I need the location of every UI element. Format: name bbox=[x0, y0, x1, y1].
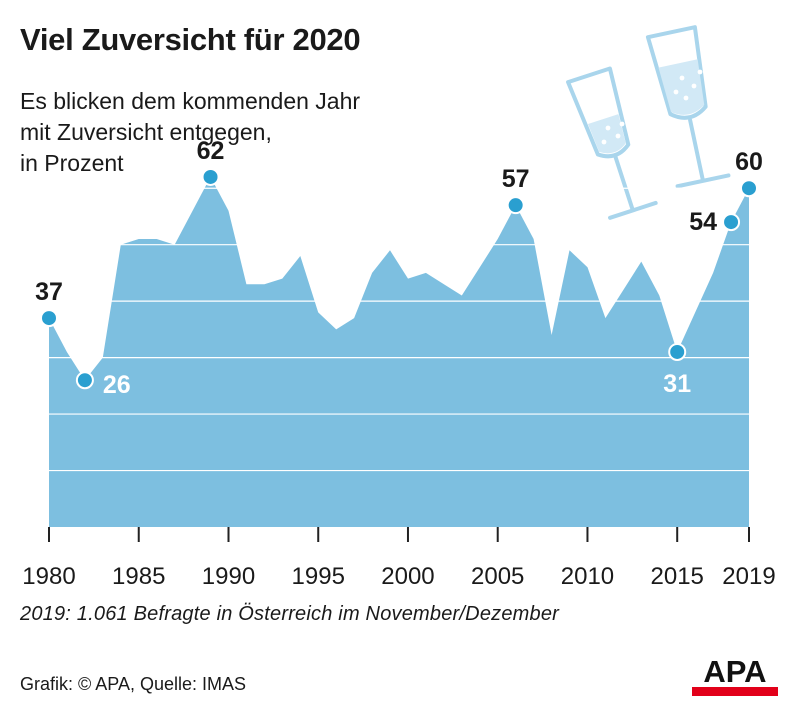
champagne-glasses-icon bbox=[566, 25, 731, 220]
gridlines bbox=[49, 187, 749, 472]
data-label: 31 bbox=[663, 370, 691, 398]
data-label: 62 bbox=[197, 137, 225, 165]
chart-subtitle: Es blicken dem kommenden Jahr mit Zuvers… bbox=[20, 86, 490, 179]
data-point-marker bbox=[40, 309, 58, 328]
apa-logo-text: APA bbox=[703, 654, 766, 689]
x-tick-label: 2005 bbox=[471, 563, 524, 590]
subtitle-line: Es blicken dem kommenden Jahr bbox=[20, 88, 361, 114]
x-tick-label: 2015 bbox=[651, 563, 704, 590]
area-series bbox=[49, 176, 749, 527]
x-tick-label: 2010 bbox=[561, 563, 614, 590]
chart-title: Viel Zuversicht für 2020 bbox=[20, 22, 361, 57]
source-credit: Grafik: © APA, Quelle: IMAS bbox=[20, 674, 247, 694]
area-chart: 1980 1985 1990 1995 2000 2005 2010 2015 2019 37 2… bbox=[22, 25, 776, 590]
data-label: 54 bbox=[689, 208, 717, 236]
x-tick-label: 2019 bbox=[722, 563, 775, 590]
x-axis: 1980 1985 1990 1995 2000 2005 2010 2015 2019 bbox=[22, 527, 776, 590]
x-tick-label: 1985 bbox=[112, 563, 165, 590]
data-labels: 37 26 62 57 31 54 60 bbox=[35, 137, 763, 399]
data-point-marker bbox=[740, 179, 758, 198]
data-point-marker bbox=[201, 167, 220, 186]
apa-logo: APA bbox=[692, 654, 778, 696]
data-label: 60 bbox=[735, 148, 763, 176]
data-label: 26 bbox=[103, 371, 131, 399]
data-point-marker bbox=[722, 213, 741, 232]
data-markers bbox=[40, 167, 758, 390]
x-tick-label: 1980 bbox=[22, 563, 75, 590]
footnote: 2019: 1.061 Befragte in Österreich im No… bbox=[20, 603, 560, 625]
data-point-marker bbox=[668, 342, 687, 361]
data-point-marker bbox=[506, 196, 525, 215]
data-label: 37 bbox=[35, 278, 63, 306]
x-tick-label: 2000 bbox=[381, 563, 434, 590]
data-label: 57 bbox=[502, 165, 530, 193]
subtitle-line: in Prozent bbox=[20, 150, 124, 176]
subtitle-line: mit Zuversicht entgegen, bbox=[20, 119, 272, 145]
data-point-marker bbox=[75, 371, 94, 390]
x-tick-label: 1990 bbox=[202, 563, 255, 590]
x-tick-label: 1995 bbox=[292, 563, 345, 590]
